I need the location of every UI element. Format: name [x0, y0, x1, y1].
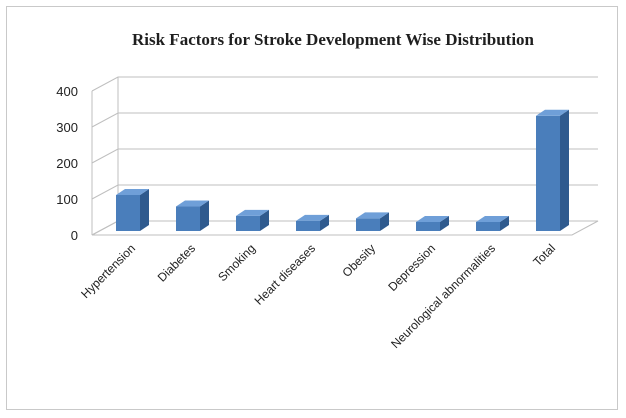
gridline: [91, 148, 598, 164]
bar-top: [536, 109, 569, 116]
bar: [176, 200, 209, 231]
y-tick-label: 100: [56, 192, 78, 207]
bar-top: [236, 209, 269, 216]
gridline: [91, 184, 598, 200]
gridline: [91, 112, 598, 128]
axis-layer: 0 100 200 300 400: [56, 84, 78, 243]
bars-layer: [116, 109, 569, 231]
bar: [116, 189, 149, 231]
floor-outline: [91, 220, 599, 236]
bar-front: [116, 195, 140, 231]
bar: [356, 212, 389, 231]
bar: [296, 214, 329, 231]
gridline: [91, 220, 598, 236]
x-tick-label: Neurological abnormalities: [388, 241, 498, 351]
bar-side: [260, 209, 269, 231]
bar-front: [416, 222, 440, 231]
x-tick-label: Obesity: [339, 241, 378, 280]
y-tick-label: 200: [56, 156, 78, 171]
bar-side: [500, 216, 509, 231]
bar: [236, 209, 269, 231]
bar-top: [476, 216, 509, 222]
chart-title: Risk Factors for Stroke Development Wise…: [131, 30, 534, 49]
x-tick-label: Smoking: [215, 241, 258, 284]
bar: [416, 216, 449, 231]
gridline: [91, 76, 598, 92]
x-tick-label: Depression: [385, 241, 438, 294]
bar-side: [380, 212, 389, 231]
bar-top: [356, 212, 389, 219]
bar-front: [236, 215, 260, 231]
x-tick-label: Heart diseases: [252, 241, 319, 308]
bar-front: [356, 218, 380, 231]
y-tick-label: 400: [56, 84, 78, 99]
y-tick-label: 0: [71, 228, 78, 243]
x-tick-label: Total: [530, 241, 558, 269]
bar: [536, 109, 569, 231]
bar-front: [476, 222, 500, 231]
bar-top: [296, 214, 329, 221]
bar-side: [140, 189, 149, 231]
bar-front: [296, 220, 320, 231]
x-tick-label: Hypertension: [78, 241, 138, 301]
bar-top: [176, 200, 209, 207]
grid-layer: [91, 76, 599, 236]
y-tick-label: 300: [56, 120, 78, 135]
bar-top: [416, 216, 449, 222]
bar: [476, 216, 509, 231]
chart-frame: [6, 6, 618, 410]
bar-side: [320, 214, 329, 231]
bar-side: [560, 109, 569, 231]
bar-front: [536, 115, 560, 231]
bar-side: [200, 200, 209, 231]
bar-side: [440, 216, 449, 231]
bar-top: [116, 189, 149, 195]
bar-front: [176, 206, 200, 231]
x-tick-label: Diabetes: [155, 241, 198, 284]
